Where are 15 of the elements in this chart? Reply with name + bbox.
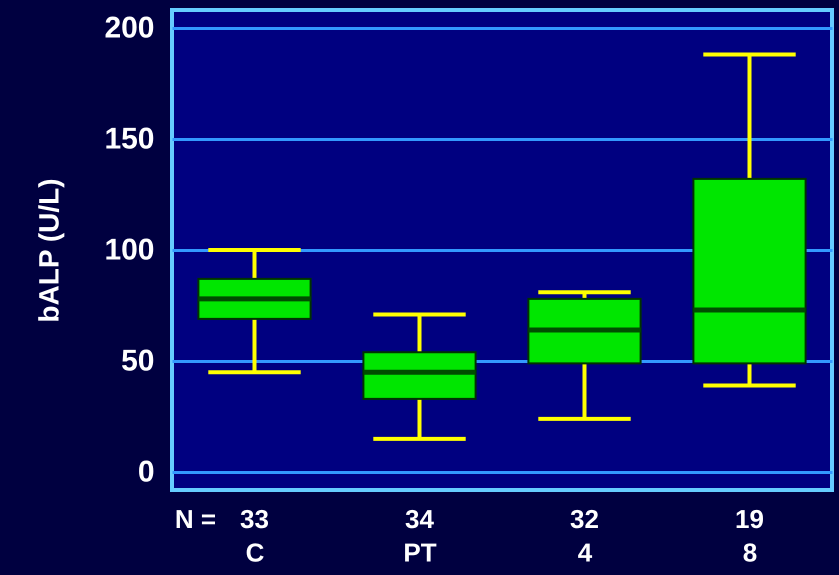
text: 33 [240,504,269,534]
text: N = [174,504,216,534]
y-tick-label: 200 [104,11,154,44]
text: 34 [405,504,434,534]
x-tick-label: 4 [578,538,593,568]
text: 32 [570,504,599,534]
y-tick-label: 150 [104,122,154,156]
y-tick-label: 50 [121,344,154,378]
y-axis-title: bALP (U/L) [33,178,64,323]
x-tick-label: C [246,538,265,568]
x-tick-label: 8 [742,538,758,568]
y-tick-label: 100 [104,234,154,266]
y-tick-label: 0 [138,456,154,489]
text: 19 [735,504,764,534]
x-tick-label: PT [403,538,437,568]
